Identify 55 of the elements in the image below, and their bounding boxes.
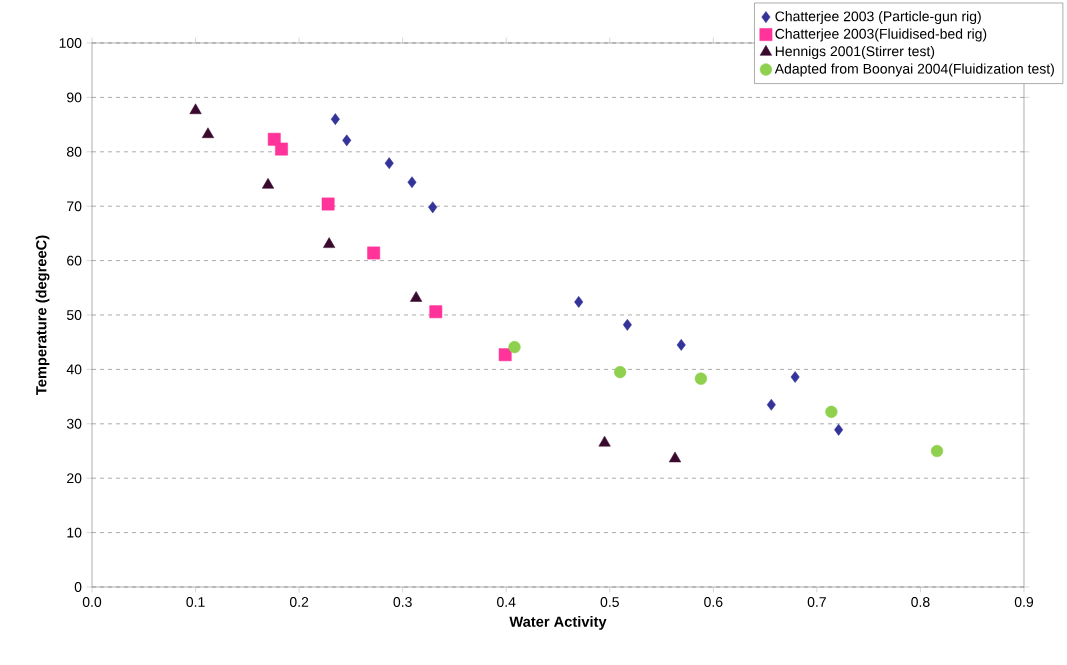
point	[598, 435, 611, 447]
point	[330, 113, 340, 126]
x-tick-label: 0.2	[289, 597, 309, 607]
point	[323, 237, 336, 248]
point	[410, 291, 423, 302]
point	[201, 127, 215, 138]
legend-label: Adapted from Boonyai 2004(Fluidization test)	[774, 63, 1054, 77]
point	[321, 197, 335, 211]
point	[508, 340, 521, 354]
x-tick-label: 0.7	[807, 597, 826, 607]
x-tick-label: 0.8	[911, 597, 930, 607]
y-tick-label: 100	[59, 38, 82, 48]
point	[262, 178, 275, 189]
y-tick-label: 70	[67, 201, 82, 212]
x-tick-label: 0.1	[186, 597, 205, 607]
point	[498, 348, 512, 362]
x-tick-label: 0.4	[497, 597, 516, 607]
point	[428, 201, 438, 214]
x-tick-label: 0.6	[704, 597, 723, 607]
point	[275, 142, 288, 156]
legend-label: Hennigs 2001(Stirrer test)	[775, 45, 935, 60]
point	[790, 371, 800, 383]
point	[342, 134, 352, 147]
y-tick-label: 10	[67, 527, 82, 538]
x-tick-label: 0.5	[600, 597, 619, 607]
point	[694, 372, 708, 385]
point	[676, 339, 686, 351]
point	[429, 305, 443, 319]
y-tick-label: 50	[66, 310, 82, 320]
point	[930, 444, 944, 458]
y-tick-label: 40	[66, 364, 82, 375]
y-tick-label: 80	[66, 146, 82, 157]
x-tick-label: 0.0	[82, 597, 102, 607]
point	[614, 365, 627, 379]
y-axis-title: Temperature (degreeC)	[35, 235, 50, 395]
point	[766, 398, 776, 411]
point	[834, 423, 844, 436]
y-tick-label: 60	[67, 255, 82, 266]
y-tick-label: 0	[74, 582, 82, 592]
x-tick-label: 0.9	[1014, 597, 1034, 607]
point	[407, 176, 417, 189]
y-tick-label: 30	[66, 418, 82, 429]
point	[384, 157, 394, 170]
x-axis-title: Water Activity	[509, 616, 607, 630]
point	[825, 405, 838, 418]
point	[574, 296, 584, 308]
legend-label: Chatterjee 2003 (Particle-gun rig)	[775, 11, 981, 25]
y-tick-label: 20	[67, 473, 82, 484]
point	[622, 318, 632, 331]
point	[189, 103, 202, 115]
x-tick-label: 0.3	[393, 597, 412, 607]
legend-label: Chatterjee 2003(Fluidised-bed rig)	[775, 28, 987, 42]
point	[668, 451, 682, 463]
y-tick-label: 90	[67, 92, 82, 103]
point	[367, 246, 381, 260]
